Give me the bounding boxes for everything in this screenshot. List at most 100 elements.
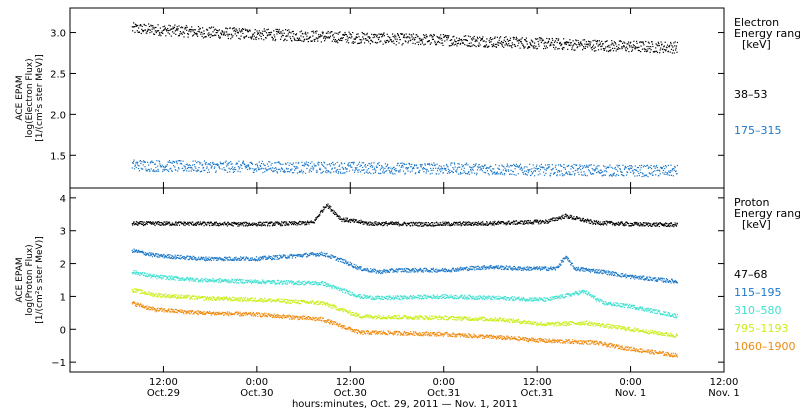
data-point <box>593 220 595 222</box>
data-point <box>576 269 578 272</box>
data-point <box>345 217 347 219</box>
data-point <box>436 163 438 165</box>
data-point <box>378 162 380 164</box>
data-point <box>451 269 453 271</box>
data-point <box>584 43 586 45</box>
data-point <box>371 166 373 168</box>
data-point <box>459 268 461 271</box>
data-point <box>486 38 488 40</box>
data-point <box>195 257 197 259</box>
data-point <box>660 223 662 225</box>
data-point <box>517 165 519 167</box>
data-point <box>497 266 499 268</box>
data-point <box>568 44 571 46</box>
data-point <box>643 44 645 46</box>
data-point <box>202 221 204 223</box>
data-point <box>154 170 156 172</box>
data-point <box>589 219 591 221</box>
data-point <box>444 40 446 42</box>
data-point <box>513 163 515 165</box>
data-point <box>293 165 295 168</box>
data-point <box>353 263 355 266</box>
data-point <box>150 161 152 163</box>
data-point <box>647 176 649 178</box>
data-point <box>565 171 567 173</box>
data-point <box>424 164 426 166</box>
data-point <box>420 221 422 224</box>
data-point <box>229 27 231 29</box>
data-point <box>349 33 351 35</box>
data-point <box>408 33 410 35</box>
data-point <box>218 29 220 31</box>
data-point <box>156 170 158 172</box>
data-point <box>599 42 601 44</box>
data-point <box>206 278 208 281</box>
data-point <box>318 164 320 166</box>
data-point <box>488 268 490 270</box>
data-point <box>396 40 398 42</box>
data-point <box>544 222 546 224</box>
data-point <box>159 276 161 279</box>
data-point <box>441 224 444 226</box>
data-point <box>149 221 151 223</box>
data-point <box>147 28 149 30</box>
data-point <box>415 271 417 273</box>
data-point <box>177 28 179 30</box>
data-point <box>443 270 445 273</box>
data-point <box>525 269 527 271</box>
data-point <box>284 170 286 173</box>
data-point <box>201 281 203 283</box>
data-point <box>658 225 660 228</box>
data-point <box>579 165 581 167</box>
data-point <box>182 277 184 279</box>
data-point <box>189 258 191 260</box>
data-point <box>268 32 270 34</box>
data-point <box>656 279 658 281</box>
data-point <box>294 39 296 41</box>
data-point <box>547 269 549 271</box>
data-point <box>657 222 659 224</box>
data-point <box>378 271 380 273</box>
data-point <box>653 278 655 280</box>
data-point <box>417 167 419 169</box>
data-point <box>637 49 639 51</box>
data-point <box>260 165 262 168</box>
data-point <box>541 38 543 40</box>
data-point <box>269 225 271 227</box>
data-point <box>170 279 173 281</box>
data-point <box>500 171 503 173</box>
data-point <box>161 30 163 32</box>
data-point <box>414 271 416 273</box>
data-point <box>429 173 431 175</box>
data-point <box>140 273 142 275</box>
data-point <box>489 222 491 224</box>
data-point <box>197 160 199 163</box>
data-point <box>508 166 510 168</box>
data-point <box>425 270 427 272</box>
data-point <box>346 219 348 221</box>
data-point <box>499 168 501 170</box>
data-point <box>514 45 517 48</box>
data-point <box>187 164 189 166</box>
data-point <box>215 171 217 173</box>
data-point <box>641 172 644 174</box>
data-point <box>558 266 560 268</box>
data-point <box>396 164 398 166</box>
data-point <box>350 166 352 168</box>
data-point <box>633 275 635 277</box>
data-point <box>331 31 333 33</box>
data-point <box>512 223 514 225</box>
data-point <box>564 215 566 217</box>
data-point <box>238 258 240 260</box>
data-point <box>388 222 390 224</box>
data-point <box>586 220 588 222</box>
data-point <box>245 225 247 227</box>
data-point <box>664 224 666 226</box>
data-point <box>504 268 506 270</box>
data-point <box>199 28 201 30</box>
data-point <box>468 268 470 270</box>
data-point <box>162 26 164 28</box>
data-point <box>486 167 488 169</box>
data-point <box>476 265 478 267</box>
data-point <box>407 40 410 42</box>
